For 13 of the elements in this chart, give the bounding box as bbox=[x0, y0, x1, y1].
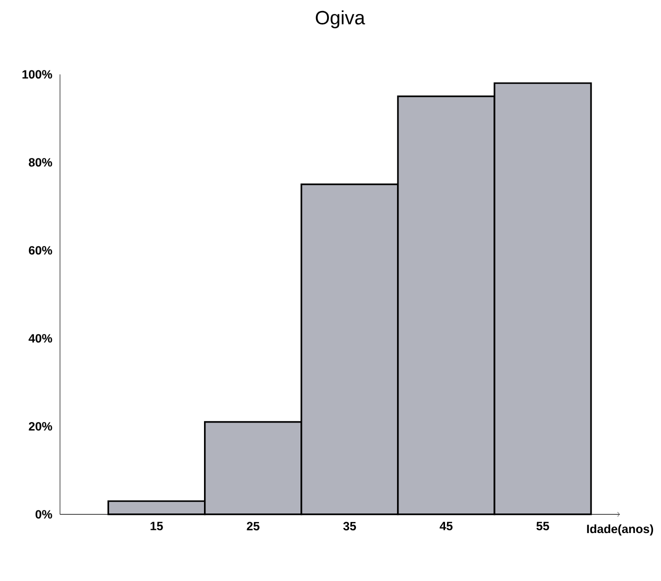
y-tick-label: 80% bbox=[28, 158, 52, 167]
chart-title: Ogiva bbox=[316, 10, 366, 28]
y-tick-label: 60% bbox=[28, 246, 52, 255]
x-tick-label: 25 bbox=[246, 522, 260, 530]
y-tick-label: 20% bbox=[28, 422, 52, 431]
x-tick-label: 35 bbox=[343, 522, 356, 530]
y-tick-label: 40% bbox=[28, 334, 52, 343]
x-tick-label: 15 bbox=[150, 522, 163, 530]
x-axis-title: Idade(anos) bbox=[587, 524, 654, 536]
y-tick-label: 0% bbox=[36, 510, 52, 519]
x-tick-label: 45 bbox=[440, 522, 453, 530]
x-tick-label: 55 bbox=[536, 522, 550, 530]
y-tick-label: 100% bbox=[22, 70, 52, 79]
